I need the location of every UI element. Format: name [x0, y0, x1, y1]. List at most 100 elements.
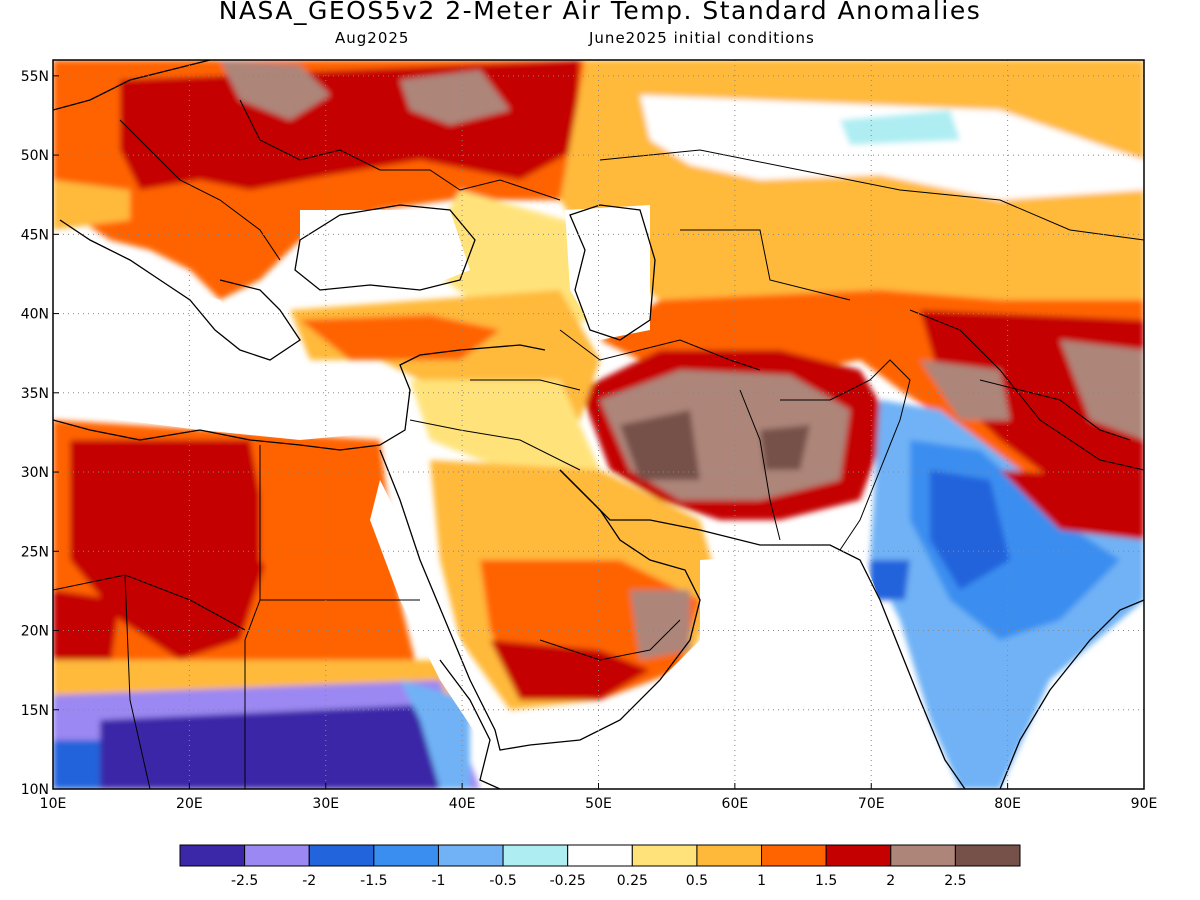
border-china-india [909, 309, 1144, 471]
lon-tick-label: 40E [449, 796, 476, 812]
border-pakistan [780, 359, 911, 551]
lat-tick-label: 45N [21, 227, 49, 243]
valid-month-label: Aug2025 [335, 29, 410, 47]
lat-tick-label: 25N [21, 544, 49, 560]
ocean-black-sea [300, 210, 470, 290]
ocean-arabian-sea [480, 550, 930, 789]
anomaly-region-oman [630, 590, 690, 660]
coastline-horn-of-africa [439, 659, 501, 789]
colorbar-segment [761, 844, 827, 867]
border-iran-afghanistan [739, 389, 781, 541]
coastline-north-africa-levant [53, 344, 546, 451]
border-kazakhstan-south [680, 229, 851, 301]
lat-tick-label: 20N [21, 624, 49, 640]
border-libya-egypt [244, 445, 261, 789]
anomaly-region-libya [70, 440, 270, 660]
anomaly-region-nepal [1000, 470, 1144, 540]
colorbar-label: -2.5 [231, 873, 258, 889]
lat-tick-label: 30N [21, 465, 49, 481]
colorbar-segment [308, 844, 375, 867]
border-yemen-saudi [539, 619, 681, 661]
border-central-europe [119, 119, 281, 261]
colorbar-label: 2 [886, 873, 895, 889]
colorbar-segment [696, 844, 763, 867]
lon-tick-label: 10E [40, 796, 67, 812]
border-iran-north [559, 329, 761, 371]
lat-tick-label: 15N [21, 703, 49, 719]
anomaly-region-india-core [930, 470, 1010, 590]
border-tibet [979, 379, 1131, 441]
grid-lines [53, 60, 1144, 789]
colorbar-label: 0.25 [617, 873, 648, 889]
colorbar-segment [567, 844, 633, 867]
lon-tick-label: 70E [858, 796, 885, 812]
colorbar-segment [502, 844, 569, 867]
ocean-caspian [565, 205, 650, 340]
lat-tick-label: 55N [21, 69, 49, 85]
anomaly-region-syria-iraq [410, 380, 600, 480]
coastline-persian-gulf-india-west [559, 469, 966, 789]
anomaly-region-kazakhstan [640, 95, 1144, 200]
anomaly-region-chad-sudan [100, 705, 440, 789]
lat-tick-label: 40N [21, 307, 49, 323]
colorbar-segment [631, 844, 698, 867]
map-title: NASA_GEOS5v2 2-Meter Air Temp. Standard … [218, 0, 982, 25]
colorbar-label: -0.25 [550, 873, 586, 889]
colorbar-segment [890, 844, 956, 867]
colorbar-segment [179, 844, 246, 867]
anomaly-region-niger [53, 590, 120, 670]
country-borders [53, 99, 1144, 789]
colorbar-segment [244, 844, 310, 867]
anomaly-region-turkey [300, 315, 500, 360]
colorbar-label: 1 [757, 873, 766, 889]
anomaly-region-russia [400, 70, 510, 125]
border-niger-chad [124, 574, 151, 789]
colorbar-label: -2 [302, 873, 316, 889]
border-syria-turkey [470, 379, 581, 391]
border-kazakhstan-russia [599, 149, 1144, 241]
lon-tick-label: 30E [312, 796, 339, 812]
anomaly-region-iberia [53, 180, 130, 230]
lon-tick-label: 80E [994, 796, 1021, 812]
initial-conditions-label: June2025 initial conditions [589, 29, 815, 47]
coastline-arabia [379, 449, 701, 751]
anomaly-region-tibet-east [1060, 340, 1144, 440]
anomaly-region-balochistan [760, 425, 810, 470]
colorbar-label: 1.5 [815, 873, 837, 889]
anomaly-region-yemen [490, 640, 650, 700]
coastline-india-east [999, 599, 1144, 789]
latitude-axis: 10N 15N 20N 25N 30N 35N 40N 45N 50N 55N [21, 69, 59, 798]
anomaly-region-egypt [260, 470, 370, 620]
colorbar-label: 2.5 [944, 873, 966, 889]
coastline-baltic [53, 60, 211, 111]
lon-tick-label: 60E [722, 796, 749, 812]
anomaly-region-west-sahel [53, 740, 100, 789]
colorbar-segment [954, 844, 1021, 867]
anomaly-field [53, 60, 1144, 789]
longitude-axis: 10E 20E 30E 40E 50E 60E 70E 80E 90E [40, 783, 1157, 812]
border-ukraine-russia [239, 99, 561, 201]
lat-tick-label: 50N [21, 148, 49, 164]
lon-tick-label: 20E [176, 796, 203, 812]
lon-tick-label: 50E [585, 796, 612, 812]
coastline-black-sea [294, 204, 476, 291]
lat-tick-label: 10N [21, 782, 49, 798]
colorbar-label: -1 [431, 873, 445, 889]
border-niger-algeria [53, 574, 246, 631]
ocean-mediterranean [60, 250, 410, 440]
anomaly-region-baltic [220, 60, 330, 120]
coastlines [53, 60, 1144, 789]
coastline-caspian [569, 204, 656, 341]
anomaly-region-kashmir [920, 360, 1010, 420]
colorbar-label: -1.5 [360, 873, 387, 889]
anomaly-region-dasht-e-lut [620, 410, 700, 480]
anomaly-region-siberia [840, 110, 960, 145]
anomaly-region-ethiopia [400, 680, 470, 789]
coastline-italy-balkans [59, 219, 301, 361]
colorbar-segment [825, 844, 892, 867]
border-iraq-saudi [409, 419, 581, 471]
colorbar-segment [373, 844, 439, 867]
lat-tick-label: 35N [21, 386, 49, 402]
colorbar-label: 0.5 [686, 873, 708, 889]
